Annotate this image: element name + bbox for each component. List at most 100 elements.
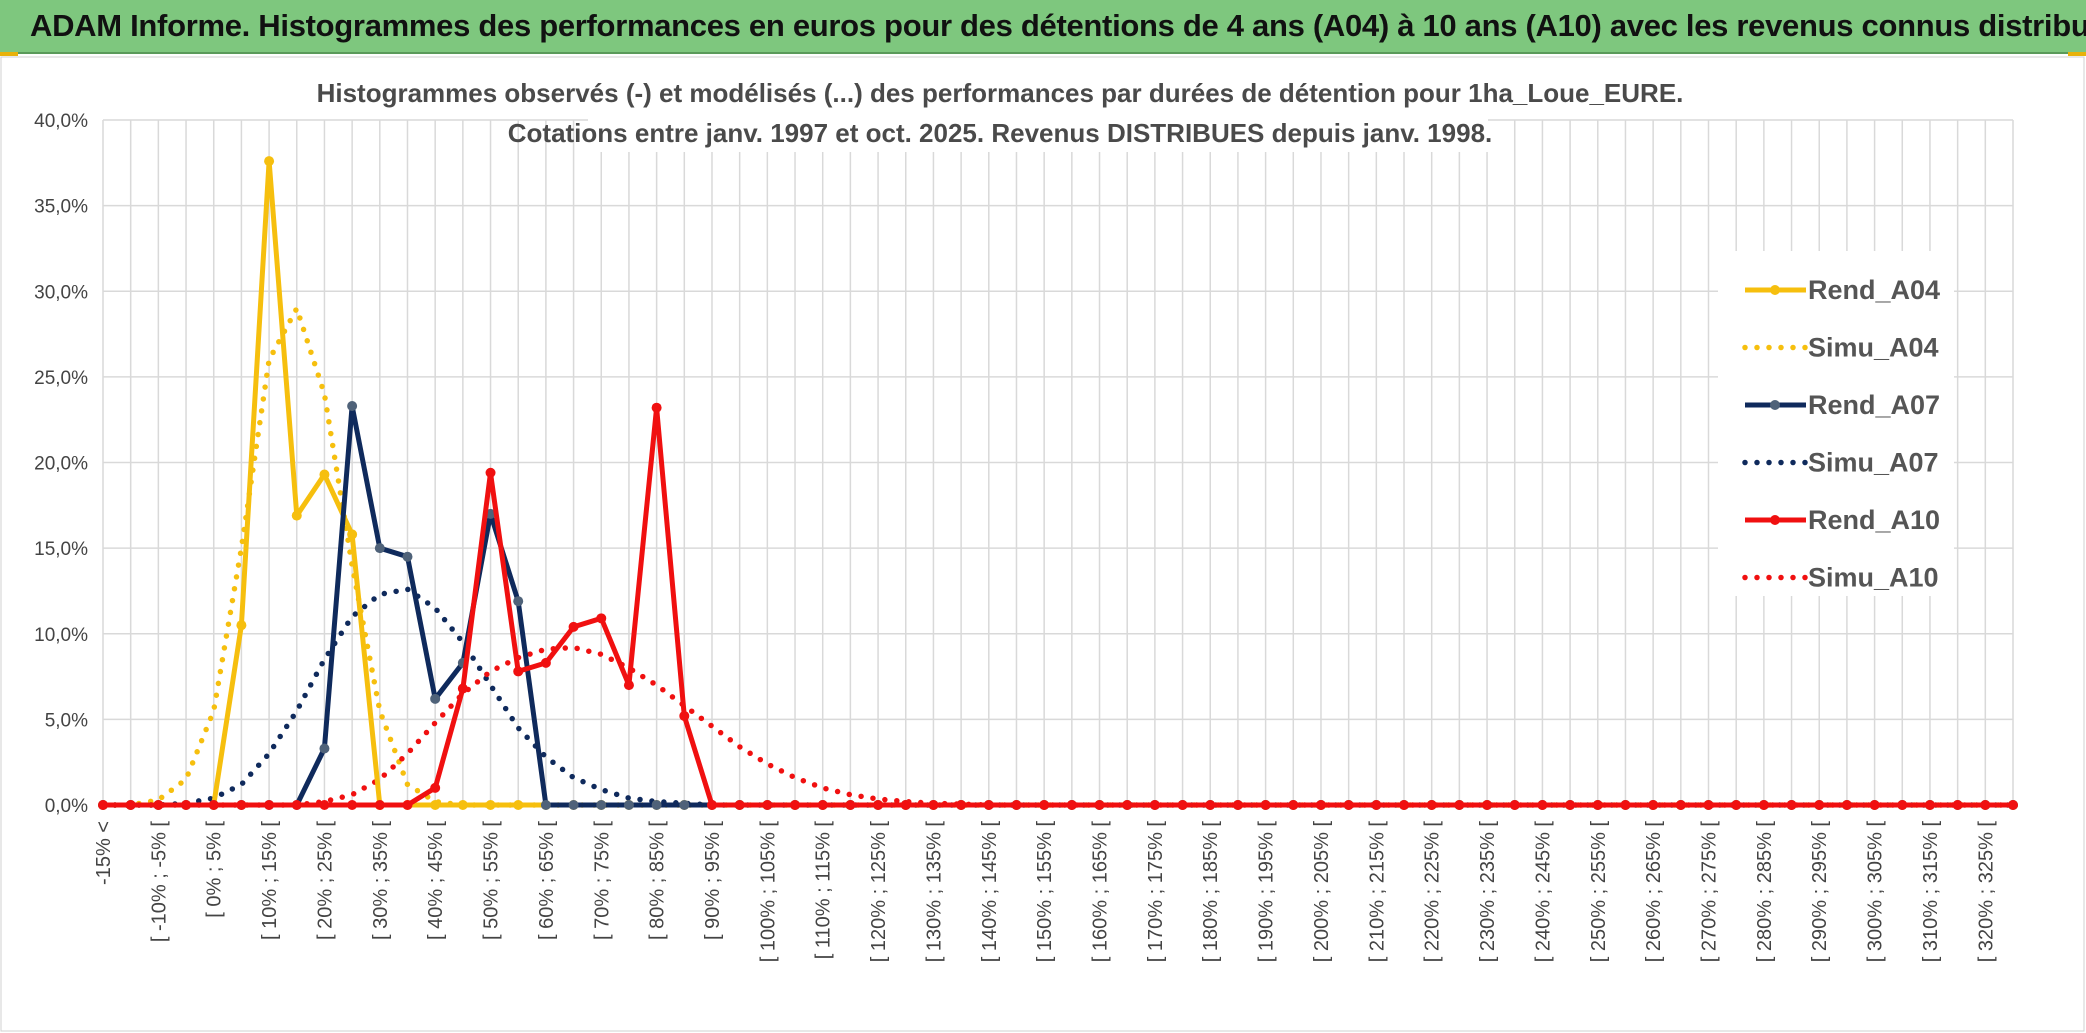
data-point	[1786, 800, 1797, 810]
x-tick-label: [ 20% ; 25% [	[314, 821, 336, 940]
data-point	[1731, 800, 1742, 810]
x-tick-label: [ 270% ; 275% [	[1699, 821, 1721, 963]
data-point	[1343, 800, 1354, 810]
data-point	[347, 529, 358, 540]
title-bg-1	[413, 76, 1679, 112]
data-point	[1869, 800, 1880, 810]
data-point	[679, 710, 690, 721]
data-point	[1454, 800, 1465, 810]
x-tick-label: [ 170% ; 175% [	[1145, 821, 1167, 963]
data-point	[1675, 800, 1686, 810]
data-point	[513, 666, 524, 677]
y-tick-label: 15,0%	[34, 539, 88, 560]
chart-title: Histogrammes observés (-) et modélisés (…	[317, 78, 1684, 148]
data-point	[1482, 800, 1493, 810]
data-point	[1371, 800, 1382, 810]
data-point	[1149, 800, 1160, 810]
x-tick-label: [ 50% ; 55% [	[481, 821, 503, 940]
data-point	[264, 156, 275, 167]
data-point	[125, 800, 136, 810]
data-point	[1260, 800, 1271, 810]
data-point	[374, 800, 385, 810]
x-tick-label: [ 30% ; 35% [	[370, 821, 392, 940]
x-tick-label: [ 230% ; 235% [	[1477, 821, 1499, 963]
data-point	[1039, 800, 1050, 810]
data-point	[1122, 800, 1133, 810]
data-point	[983, 800, 994, 810]
y-tick-label: 10,0%	[34, 625, 88, 646]
x-tick-label: [ 290% ; 295% [	[1809, 821, 1831, 963]
title-background	[413, 76, 1679, 152]
data-point	[402, 551, 413, 562]
histogram-chart: 0,0% 5,0% 10,0% 15,0% 20,0% 25,0% 30,0% 35,0% 40…	[0, 56, 2085, 1032]
x-tick-label: [ 210% ; 215% [	[1366, 821, 1388, 963]
chart-area: 0,0% 5,0% 10,0% 15,0% 20,0% 25,0% 30,0% 35,0% 40…	[0, 56, 2086, 1033]
data-point	[291, 510, 302, 521]
data-point	[1066, 800, 1077, 810]
x-tick-label: [ 300% ; 305% [	[1865, 821, 1887, 963]
series-line-Rend_A10	[103, 405, 2013, 808]
data-point	[485, 467, 496, 478]
data-point	[928, 800, 939, 810]
x-axis: -15% < [ -10% ; -5% [[ 0% ; 5% [[ 10% ; 1…	[93, 821, 1997, 963]
data-point	[1980, 800, 1991, 810]
data-point	[596, 800, 607, 810]
data-point	[540, 657, 551, 668]
data-point	[347, 800, 358, 810]
y-tick-label: 20,0%	[34, 454, 88, 475]
x-tick-label: [ 0% ; 5% [	[204, 821, 226, 918]
data-point	[623, 800, 634, 810]
data-point	[485, 800, 496, 810]
data-point	[1620, 800, 1631, 810]
legend-label-Simu_A07: Simu_A07	[1808, 448, 1939, 478]
x-tick-label: [ -10% ; -5% [	[148, 821, 170, 943]
data-point	[208, 800, 219, 810]
data-point	[513, 596, 524, 607]
data-point	[236, 620, 247, 631]
y-tick-label: 5,0%	[45, 710, 88, 731]
corner-mark-right	[2068, 52, 2086, 56]
data-point	[1177, 800, 1188, 810]
series-layer	[98, 156, 2018, 810]
data-point	[430, 693, 441, 704]
data-point	[1952, 800, 1963, 810]
x-tick-label: [ 90% ; 95% [	[702, 821, 724, 940]
y-tick-label: 25,0%	[34, 368, 88, 389]
data-point	[540, 800, 551, 810]
x-tick-label: [ 160% ; 165% [	[1090, 821, 1112, 963]
x-tick-label: [ 110% ; 115% [	[813, 821, 835, 960]
x-tick-label: [ 10% ; 15% [	[259, 821, 281, 940]
x-tick-label: [ 180% ; 185% [	[1200, 821, 1222, 963]
data-point	[1758, 800, 1769, 810]
data-point	[1565, 800, 1576, 810]
data-point	[1509, 800, 1520, 810]
data-point	[1648, 800, 1659, 810]
legend-marker	[1770, 515, 1780, 525]
x-tick-label: [ 250% ; 255% [	[1588, 821, 1610, 963]
legend-marker	[1770, 285, 1780, 295]
data-point	[873, 800, 884, 810]
legend-label-Rend_A04: Rend_A04	[1808, 275, 1940, 305]
x-tick-label: [ 40% ; 45% [	[425, 821, 447, 940]
data-point	[762, 800, 773, 810]
x-tick-label: [ 200% ; 205% [	[1311, 821, 1333, 963]
data-point	[319, 469, 330, 480]
chart-title-line-2: Cotations entre janv. 1997 et oct. 2025.…	[508, 118, 1493, 148]
x-tick-label: [ 220% ; 225% [	[1422, 821, 1444, 963]
data-point	[1399, 800, 1410, 810]
x-tick-label: [ 150% ; 155% [	[1034, 821, 1056, 963]
data-point	[1288, 800, 1299, 810]
data-point	[457, 800, 468, 810]
x-tick-label: [ 320% ; 325% [	[1975, 821, 1997, 963]
data-point	[817, 800, 828, 810]
x-tick-label: [ 140% ; 145% [	[979, 821, 1001, 963]
data-point	[1592, 800, 1603, 810]
legend: Rend_A04 Simu_A04 Rend_A07 Simu_A07 Rend_A10…	[1718, 251, 1954, 596]
x-tick-label: [ 130% ; 135% [	[923, 821, 945, 963]
legend-label-Simu_A04: Simu_A04	[1808, 333, 1939, 363]
data-point	[430, 782, 441, 793]
page-title: ADAM Informe. Histogrammes des performan…	[30, 8, 2086, 43]
legend-label-Rend_A10: Rend_A10	[1808, 505, 1940, 535]
data-point	[319, 743, 330, 754]
legend-label-Rend_A07: Rend_A07	[1808, 390, 1940, 420]
